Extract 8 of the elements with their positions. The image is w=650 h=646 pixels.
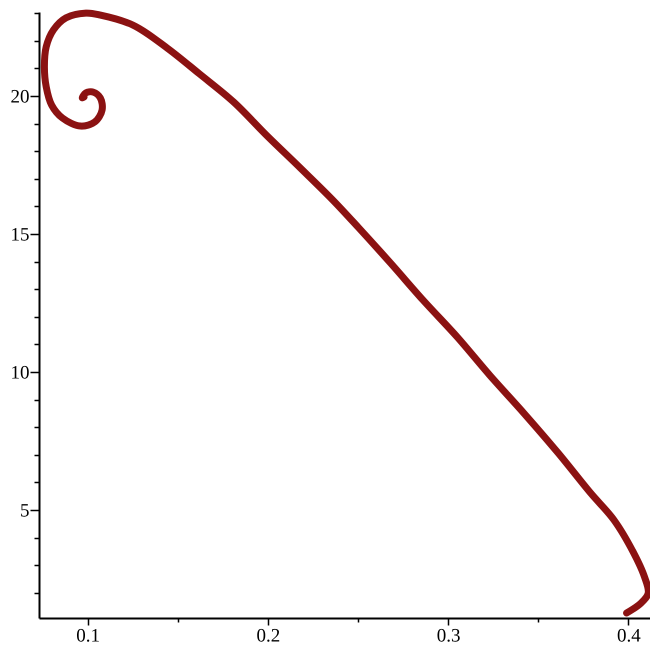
x-tick-label: 0.4 (616, 626, 642, 646)
x-tick-label: 0.3 (436, 626, 461, 646)
y-tick-label: 5 (20, 500, 30, 522)
x-tick-label: 0.2 (256, 626, 280, 646)
x-tick-label: 0.1 (76, 626, 100, 646)
y-tick-label: 20 (10, 86, 30, 108)
y-tick-label: 15 (10, 224, 30, 246)
y-tick-label: 10 (10, 362, 30, 384)
